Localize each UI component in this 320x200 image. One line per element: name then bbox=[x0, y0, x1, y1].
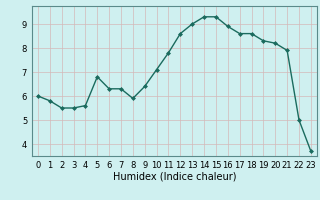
X-axis label: Humidex (Indice chaleur): Humidex (Indice chaleur) bbox=[113, 171, 236, 181]
